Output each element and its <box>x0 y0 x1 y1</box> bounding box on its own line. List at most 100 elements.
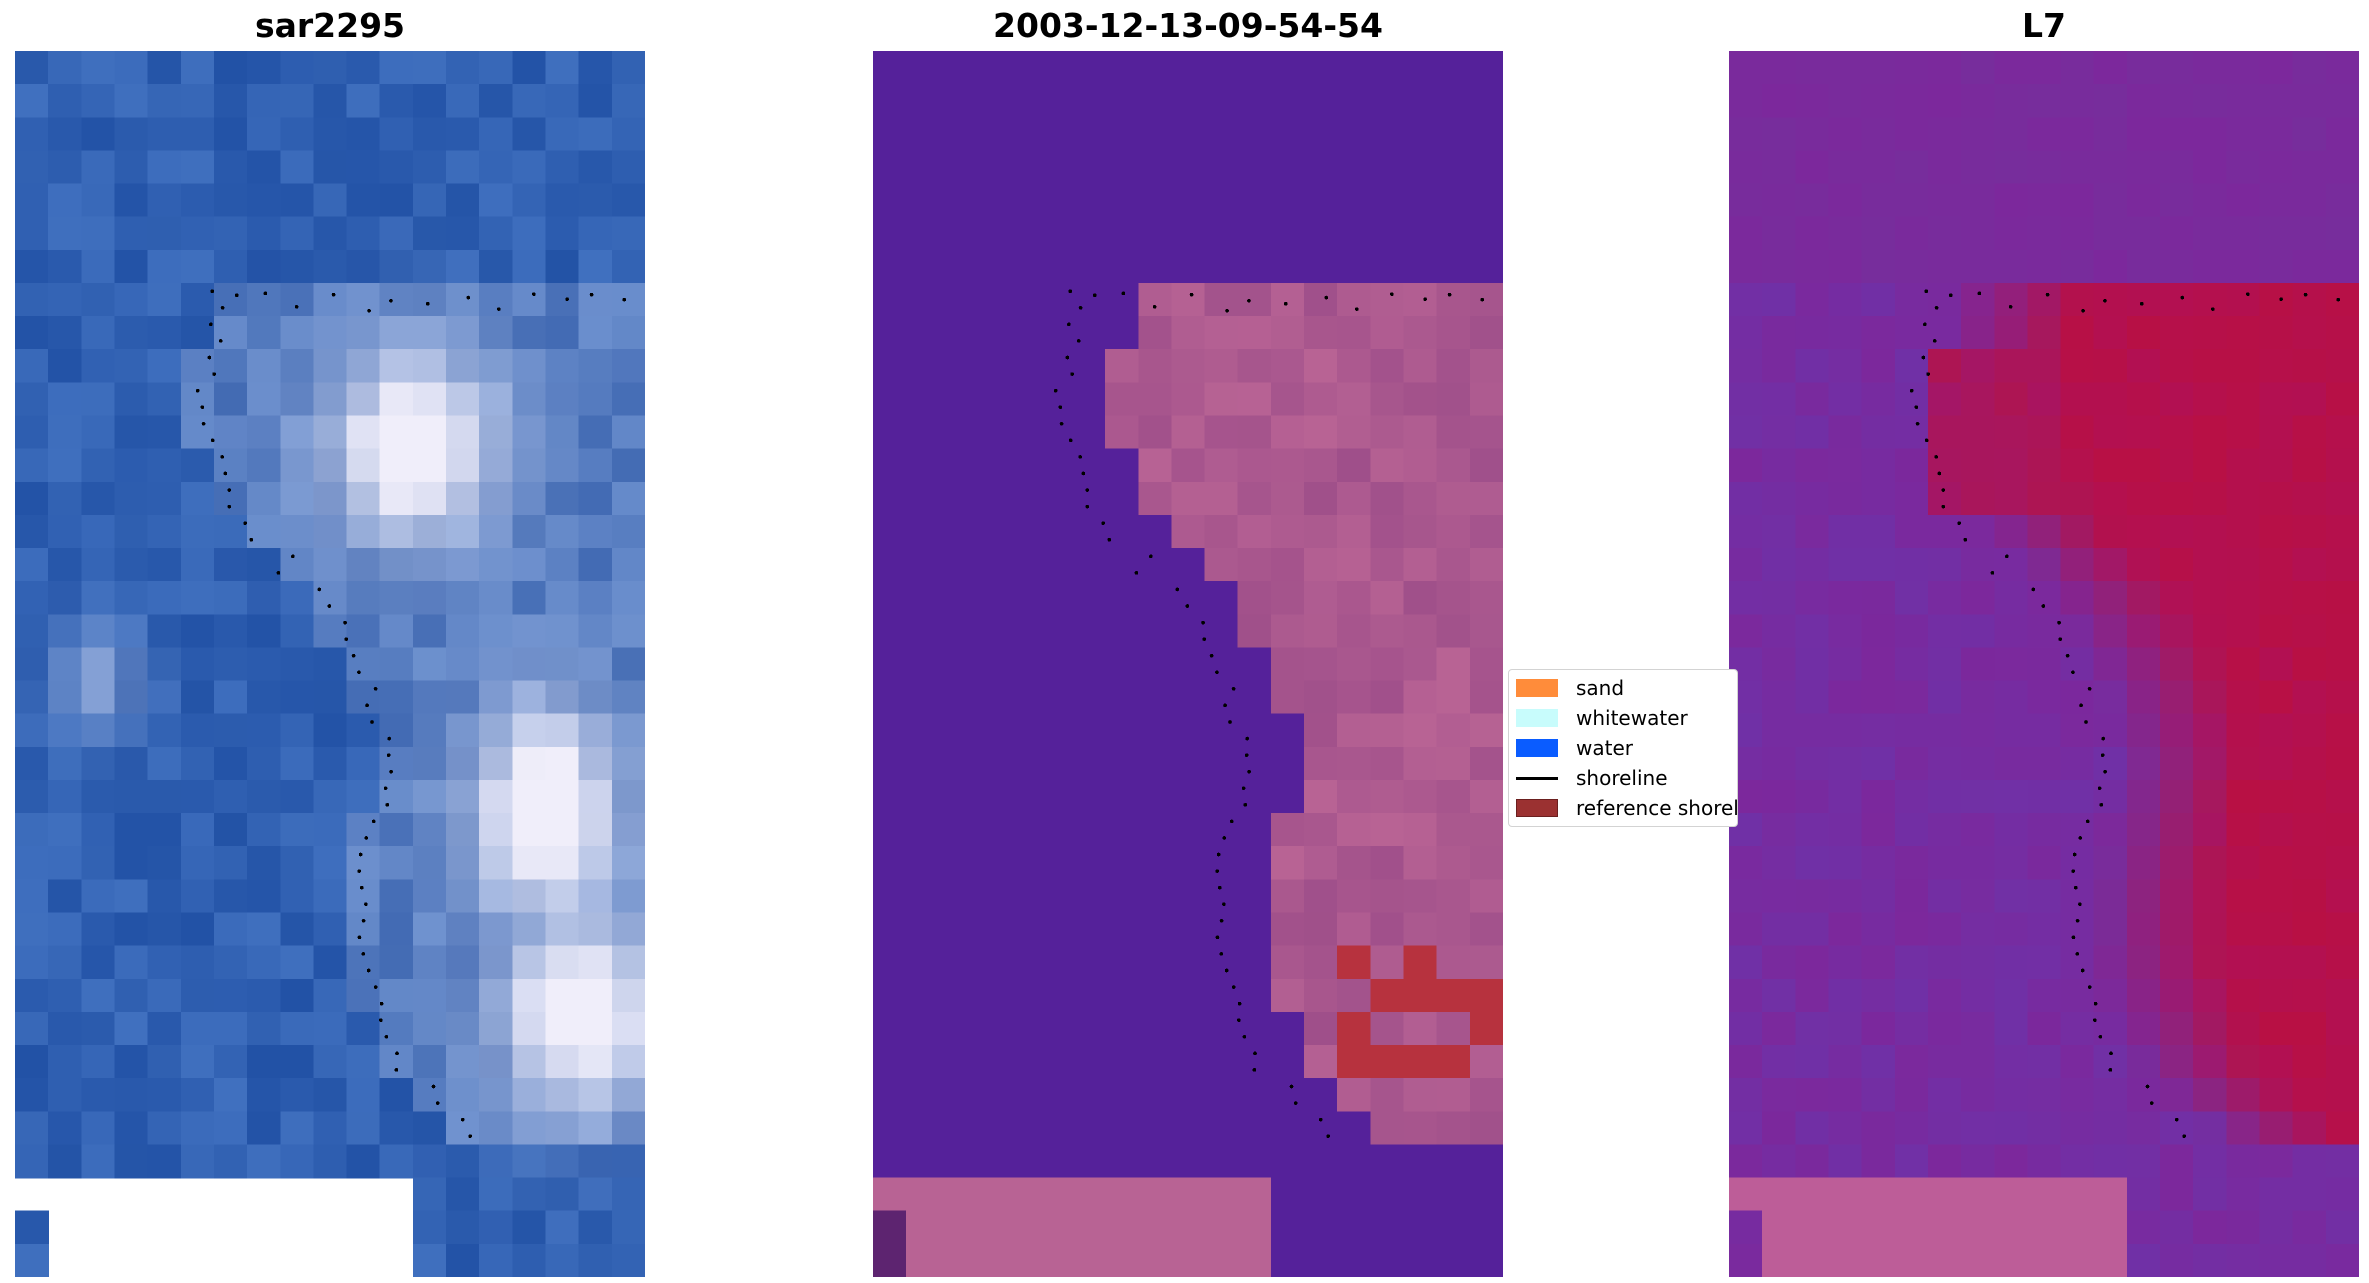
image-pixel <box>1270 382 1305 417</box>
image-pixel <box>1469 680 1503 715</box>
image-pixel <box>906 548 940 582</box>
image-pixel <box>1038 514 1073 549</box>
image-pixel <box>2093 1045 2128 1079</box>
image-pixel <box>379 1078 414 1112</box>
image-pixel <box>545 581 580 615</box>
image-pixel <box>1894 1177 1929 1212</box>
image-pixel <box>2325 249 2359 284</box>
image-pixel <box>412 912 447 947</box>
image-pixel <box>479 713 514 748</box>
image-pixel <box>1304 746 1338 781</box>
image-pixel <box>280 481 315 516</box>
shoreline-dot <box>1921 355 1926 360</box>
image-pixel <box>1994 481 2029 516</box>
image-pixel <box>1138 448 1173 483</box>
image-pixel <box>213 1011 248 1046</box>
image-pixel <box>15 514 49 549</box>
image-pixel <box>180 779 215 814</box>
image-pixel <box>2027 614 2062 649</box>
image-pixel <box>247 614 281 649</box>
image-pixel <box>1071 282 1106 317</box>
image-pixel <box>1762 382 1796 417</box>
image-pixel <box>479 51 514 85</box>
image-pixel <box>1071 382 1106 417</box>
legend-item-reference-shoreline: reference shoreline <box>1516 796 1737 820</box>
image-pixel <box>446 813 480 847</box>
image-pixel <box>545 316 580 350</box>
image-pixel <box>346 912 381 947</box>
image-pixel <box>2060 746 2095 781</box>
shoreline-dot <box>201 421 206 426</box>
image-pixel <box>1005 249 1040 284</box>
image-pixel <box>2259 1011 2294 1046</box>
image-pixel <box>1005 514 1040 549</box>
image-pixel <box>1005 581 1040 615</box>
image-pixel <box>545 117 580 152</box>
image-pixel <box>1994 316 2029 350</box>
image-pixel <box>15 282 49 317</box>
image-pixel <box>412 647 447 682</box>
image-pixel <box>1469 813 1503 847</box>
shoreline-dot <box>2093 1018 2097 1023</box>
image-pixel <box>2259 481 2294 516</box>
image-pixel <box>15 51 49 85</box>
shoreline-dot <box>1245 736 1249 741</box>
image-pixel <box>2160 1177 2194 1212</box>
image-pixel <box>412 316 447 350</box>
image-pixel <box>1469 779 1503 814</box>
legend-swatch-sand <box>1516 679 1558 697</box>
image-pixel <box>2325 978 2359 1013</box>
image-pixel <box>1469 1011 1503 1046</box>
image-pixel <box>2193 879 2228 914</box>
image-pixel <box>2226 282 2261 317</box>
shoreline-dot <box>2071 935 2076 940</box>
image-pixel <box>1038 448 1073 483</box>
image-pixel <box>2093 448 2128 483</box>
image-pixel <box>1038 912 1073 947</box>
image-pixel <box>81 581 116 615</box>
image-pixel <box>280 1011 315 1046</box>
image-pixel <box>446 846 480 881</box>
image-pixel <box>1403 316 1438 350</box>
image-pixel <box>2226 647 2261 682</box>
image-pixel <box>1071 614 1106 649</box>
shoreline-dot <box>367 308 371 313</box>
image-pixel <box>2060 548 2095 582</box>
image-pixel <box>1237 1111 1272 1146</box>
image-pixel <box>280 316 315 350</box>
image-pixel <box>512 183 547 218</box>
image-pixel <box>479 581 514 615</box>
image-pixel <box>578 1243 613 1277</box>
image-pixel <box>2226 448 2261 483</box>
image-pixel <box>2126 51 2161 85</box>
image-pixel <box>1762 614 1796 649</box>
image-pixel <box>873 1177 907 1212</box>
image-pixel <box>114 349 149 384</box>
shoreline-dot <box>1289 1084 1294 1089</box>
image-pixel <box>313 713 348 748</box>
image-pixel <box>1038 1045 1073 1079</box>
image-pixel <box>2292 713 2327 748</box>
image-pixel <box>1927 978 1962 1013</box>
image-pixel <box>48 978 82 1013</box>
image-pixel <box>213 282 248 317</box>
image-pixel <box>346 84 381 118</box>
shoreline-dot <box>387 736 391 741</box>
image-pixel <box>1436 1045 1471 1079</box>
image-pixel <box>1762 912 1796 947</box>
image-pixel <box>2060 1144 2095 1179</box>
image-pixel <box>578 514 613 549</box>
image-pixel <box>1105 945 1139 980</box>
image-pixel <box>479 216 514 251</box>
image-pixel <box>2259 680 2294 715</box>
image-pixel <box>2226 481 2261 516</box>
image-pixel <box>1005 1078 1040 1112</box>
image-pixel <box>1304 481 1338 516</box>
image-pixel <box>1961 382 1995 417</box>
image-pixel <box>1171 548 1206 582</box>
image-pixel <box>873 514 907 549</box>
image-pixel <box>2193 282 2228 317</box>
image-pixel <box>1828 1210 1863 1245</box>
image-pixel <box>1729 316 1763 350</box>
image-pixel <box>247 680 281 715</box>
